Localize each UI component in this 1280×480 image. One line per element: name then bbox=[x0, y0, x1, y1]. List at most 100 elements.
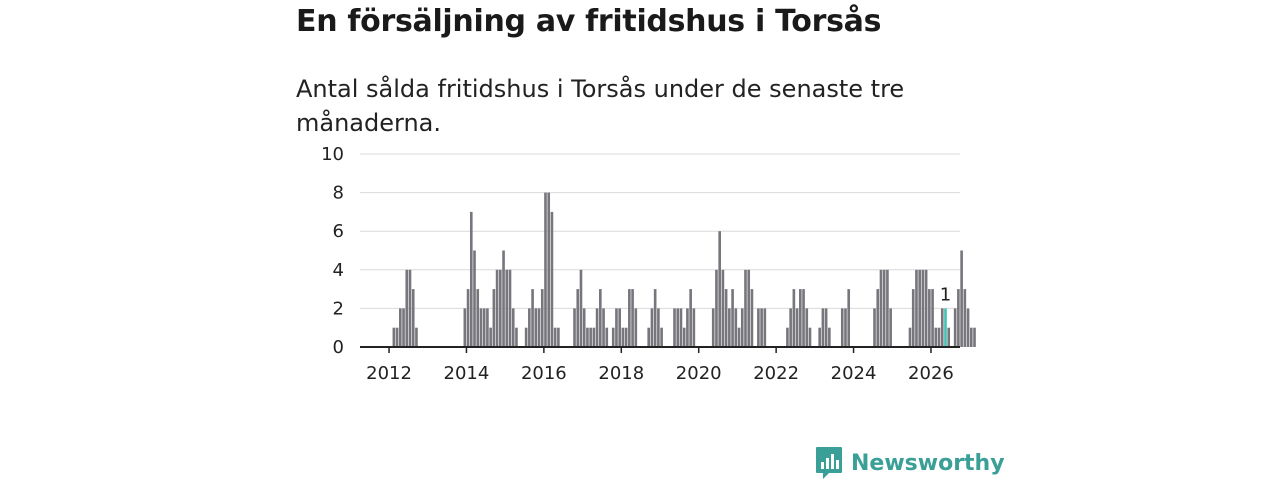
bar bbox=[792, 289, 796, 347]
gridlines bbox=[360, 153, 960, 309]
bar bbox=[889, 308, 892, 347]
bar bbox=[724, 289, 728, 347]
bar bbox=[718, 231, 721, 347]
bar bbox=[805, 308, 809, 347]
y-tick-label: 10 bbox=[321, 144, 344, 165]
bar bbox=[934, 327, 938, 347]
bar bbox=[547, 192, 551, 347]
bar bbox=[408, 269, 412, 347]
bar bbox=[595, 308, 599, 347]
bar bbox=[969, 327, 973, 347]
bar bbox=[611, 327, 615, 347]
bar bbox=[544, 192, 547, 347]
bar bbox=[605, 327, 609, 347]
bar bbox=[734, 308, 738, 347]
chart-title: En försäljning av fritidshus i Torsås bbox=[296, 4, 882, 39]
bar bbox=[599, 289, 602, 347]
y-axis-ticks: 0 2 4 6 8 10 bbox=[321, 144, 344, 358]
bar bbox=[789, 308, 792, 347]
bar bbox=[650, 308, 654, 347]
bar bbox=[876, 289, 880, 347]
bar bbox=[966, 308, 970, 347]
bar bbox=[679, 308, 683, 347]
bar bbox=[808, 327, 812, 347]
bar bbox=[921, 269, 925, 347]
bar bbox=[524, 327, 528, 347]
brand-name: Newsworthy bbox=[851, 450, 1005, 476]
bar bbox=[937, 327, 941, 347]
brand-logo[interactable]: Newsworthy bbox=[815, 446, 1005, 480]
bar bbox=[692, 308, 696, 347]
bar bbox=[511, 308, 515, 347]
newsworthy-logo-icon bbox=[816, 447, 842, 479]
bar bbox=[589, 327, 592, 347]
bar bbox=[528, 308, 531, 347]
chart-subtitle: Antal sålda fritidshus i Torsås under de… bbox=[296, 75, 905, 137]
bar bbox=[624, 327, 628, 347]
bar bbox=[463, 308, 467, 347]
bar bbox=[786, 327, 789, 347]
bar bbox=[847, 289, 851, 347]
bar bbox=[721, 269, 725, 347]
bar bbox=[886, 269, 889, 347]
bar bbox=[940, 308, 944, 347]
bar bbox=[953, 308, 957, 347]
bar bbox=[924, 269, 928, 347]
x-tick-label: 2022 bbox=[753, 363, 799, 384]
bar bbox=[489, 327, 492, 347]
bar bbox=[647, 327, 651, 347]
bar bbox=[540, 289, 544, 347]
bar bbox=[628, 289, 631, 347]
bar bbox=[715, 269, 718, 347]
bar bbox=[615, 308, 618, 347]
bar-chart: 0 2 4 6 8 10 2012 2014 2016 2018 2020 2022 2024 2026… bbox=[321, 144, 976, 384]
bar bbox=[602, 308, 605, 347]
x-tick-label: 2016 bbox=[521, 363, 567, 384]
bar bbox=[469, 211, 473, 347]
bar bbox=[911, 289, 915, 347]
bar bbox=[579, 269, 583, 347]
x-tick-label: 2024 bbox=[831, 363, 877, 384]
bar bbox=[550, 211, 554, 347]
bar bbox=[499, 269, 502, 347]
x-axis-ticks: 2012 2014 2016 2018 2020 2022 2024 2026 bbox=[366, 347, 954, 384]
y-tick-label: 2 bbox=[333, 298, 344, 319]
bar bbox=[879, 269, 883, 347]
bar bbox=[795, 308, 799, 347]
bar bbox=[757, 308, 760, 347]
bar bbox=[728, 308, 731, 347]
bar bbox=[873, 308, 876, 347]
x-tick-label: 2026 bbox=[908, 363, 954, 384]
bars bbox=[392, 192, 976, 347]
bar bbox=[957, 289, 960, 347]
bar bbox=[882, 269, 886, 347]
bar bbox=[747, 269, 751, 347]
bar bbox=[466, 289, 470, 347]
bar bbox=[840, 308, 844, 347]
y-tick-label: 8 bbox=[333, 183, 344, 204]
bar bbox=[557, 327, 560, 347]
bar bbox=[653, 289, 657, 347]
bar bbox=[673, 308, 676, 347]
bar bbox=[479, 308, 483, 347]
bar bbox=[915, 269, 918, 347]
bar bbox=[821, 308, 825, 347]
bar bbox=[573, 308, 576, 347]
bar bbox=[621, 327, 625, 347]
bar bbox=[515, 327, 518, 347]
bar bbox=[763, 308, 767, 347]
bar bbox=[553, 327, 557, 347]
bar bbox=[918, 269, 921, 347]
bar bbox=[711, 308, 715, 347]
bar bbox=[502, 250, 505, 347]
x-tick-label: 2014 bbox=[444, 363, 490, 384]
bar bbox=[760, 308, 763, 347]
bar bbox=[582, 308, 586, 347]
bar bbox=[537, 308, 541, 347]
bar bbox=[686, 308, 689, 347]
bar bbox=[750, 289, 754, 347]
x-tick-label: 2020 bbox=[676, 363, 722, 384]
bar bbox=[495, 269, 499, 347]
bar bbox=[508, 269, 512, 347]
bar bbox=[960, 250, 963, 347]
